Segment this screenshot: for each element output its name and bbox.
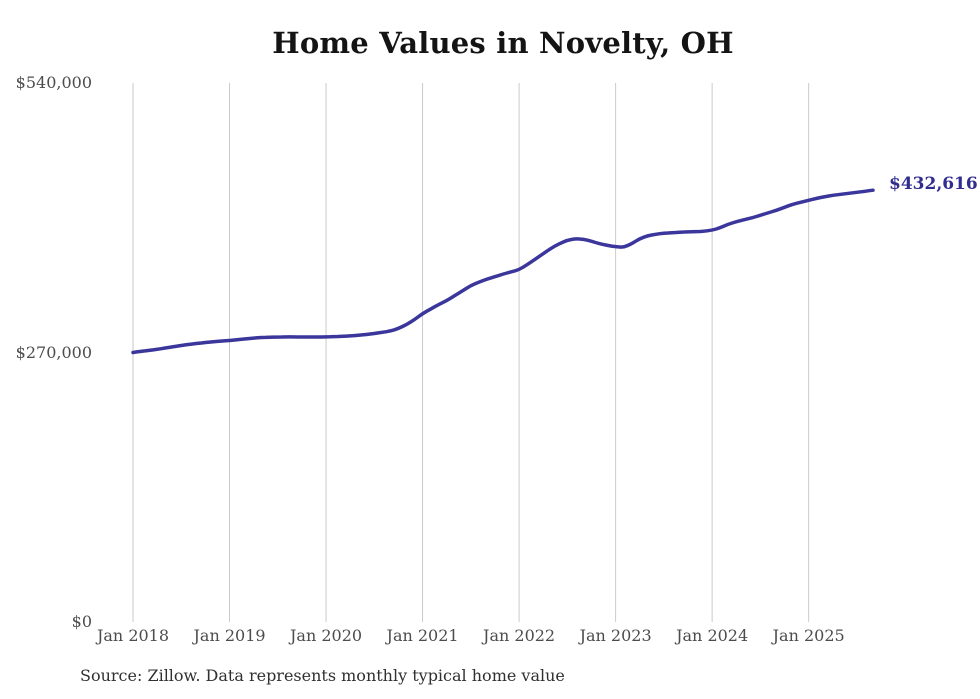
chart-title: Home Values in Novelty, OH xyxy=(272,26,734,60)
latest-value-label: $432,616 xyxy=(889,174,978,195)
x-axis-tick-label: Jan 2019 xyxy=(193,626,266,645)
x-axis-tick-label: Jan 2018 xyxy=(96,626,170,645)
y-axis-tick-label: $540,000 xyxy=(15,73,92,92)
y-axis-tick-label: $270,000 xyxy=(15,342,92,362)
x-axis-tick-label: Jan 2020 xyxy=(290,626,363,645)
x-axis-tick-label: Jan 2025 xyxy=(772,626,845,645)
x-axis-tick-label: Jan 2021 xyxy=(386,626,459,645)
home-value-line xyxy=(131,188,875,355)
y-axis-tick-label: $0 xyxy=(71,612,92,631)
source-note: Source: Zillow. Data represents monthly … xyxy=(80,666,565,685)
x-axis-tick-label: Jan 2023 xyxy=(579,626,652,645)
x-axis-tick-label: Jan 2024 xyxy=(676,626,749,645)
x-axis-tick-label: Jan 2022 xyxy=(483,626,556,645)
